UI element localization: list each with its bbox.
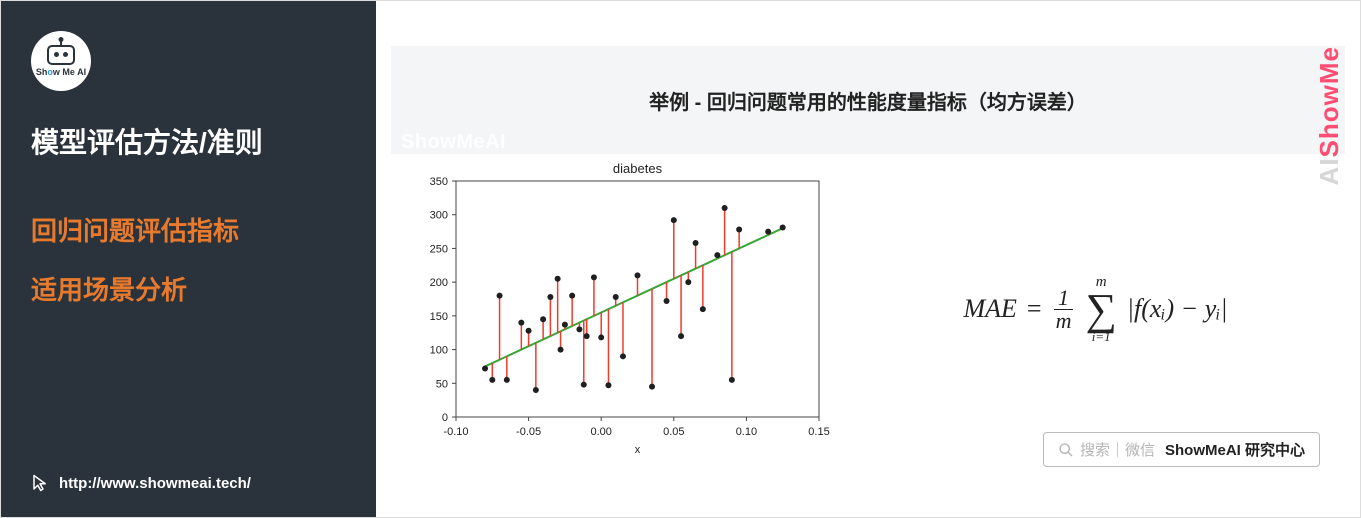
svg-text:diabetes: diabetes [613, 161, 663, 176]
header-band: 举例 - 回归问题常用的性能度量指标（均方误差） ShowMeAI [391, 46, 1345, 154]
search-brand: ShowMeAI 研究中心 [1165, 439, 1305, 460]
svg-text:0.10: 0.10 [736, 426, 757, 438]
svg-text:0: 0 [442, 412, 448, 424]
url: http://www.showmeai.tech/ [59, 475, 251, 492]
formula-frac: 1m [1052, 287, 1076, 332]
svg-text:0.00: 0.00 [590, 426, 611, 438]
header-title: 举例 - 回归问题常用的性能度量指标（均方误差） [649, 86, 1087, 115]
svg-text:300: 300 [430, 210, 448, 222]
robot-icon [47, 45, 75, 65]
formula-eq: = [1027, 294, 1042, 324]
content: 举例 - 回归问题常用的性能度量指标（均方误差） ShowMeAI diabet… [376, 1, 1360, 517]
svg-text:100: 100 [430, 345, 448, 357]
formula-area: MAE = 1m m ∑ i=1 |f(xᵢ) − yᵢ| [831, 275, 1330, 343]
formula-sum: m ∑ i=1 [1085, 275, 1116, 343]
search-hint: 搜索｜微信 [1080, 439, 1155, 460]
svg-text:250: 250 [430, 243, 448, 255]
search-pill[interactable]: 搜索｜微信 ShowMeAI 研究中心 [1043, 432, 1320, 467]
svg-text:200: 200 [430, 277, 448, 289]
svg-text:0.05: 0.05 [663, 426, 684, 438]
logo-text: Show Me AI [36, 67, 86, 77]
scatter-chart: diabetes 0 50 100 150 200 250 300 350 -0.10 -0.05 0… [406, 159, 831, 459]
footer-link[interactable]: http://www.showmeai.tech/ [31, 474, 251, 492]
svg-text:-0.10: -0.10 [443, 426, 468, 438]
logo: Show Me AI [31, 31, 346, 91]
svg-text:x: x [635, 444, 641, 456]
sidebar-line2: 适用场景分析 [31, 270, 346, 307]
svg-text:150: 150 [430, 311, 448, 323]
logo-circle: Show Me AI [31, 31, 91, 91]
sidebar-line1: 回归问题评估指标 [31, 211, 346, 248]
brand-vertical: AIShowMe [1314, 46, 1345, 185]
svg-text:50: 50 [436, 378, 448, 390]
cursor-icon [31, 474, 49, 492]
svg-text:-0.05: -0.05 [516, 426, 541, 438]
svg-text:350: 350 [430, 176, 448, 188]
watermark: ShowMeAI [401, 131, 506, 154]
mae-formula: MAE = 1m m ∑ i=1 |f(xᵢ) − yᵢ| [963, 275, 1227, 343]
formula-body: |f(xᵢ) − yᵢ| [1127, 294, 1228, 324]
sidebar: Show Me AI 模型评估方法/准则 回归问题评估指标 适用场景分析 htt… [1, 1, 376, 517]
svg-text:0.15: 0.15 [808, 426, 829, 438]
sidebar-title: 模型评估方法/准则 [31, 121, 346, 161]
search-icon [1058, 442, 1074, 458]
formula-lhs: MAE [963, 294, 1016, 324]
